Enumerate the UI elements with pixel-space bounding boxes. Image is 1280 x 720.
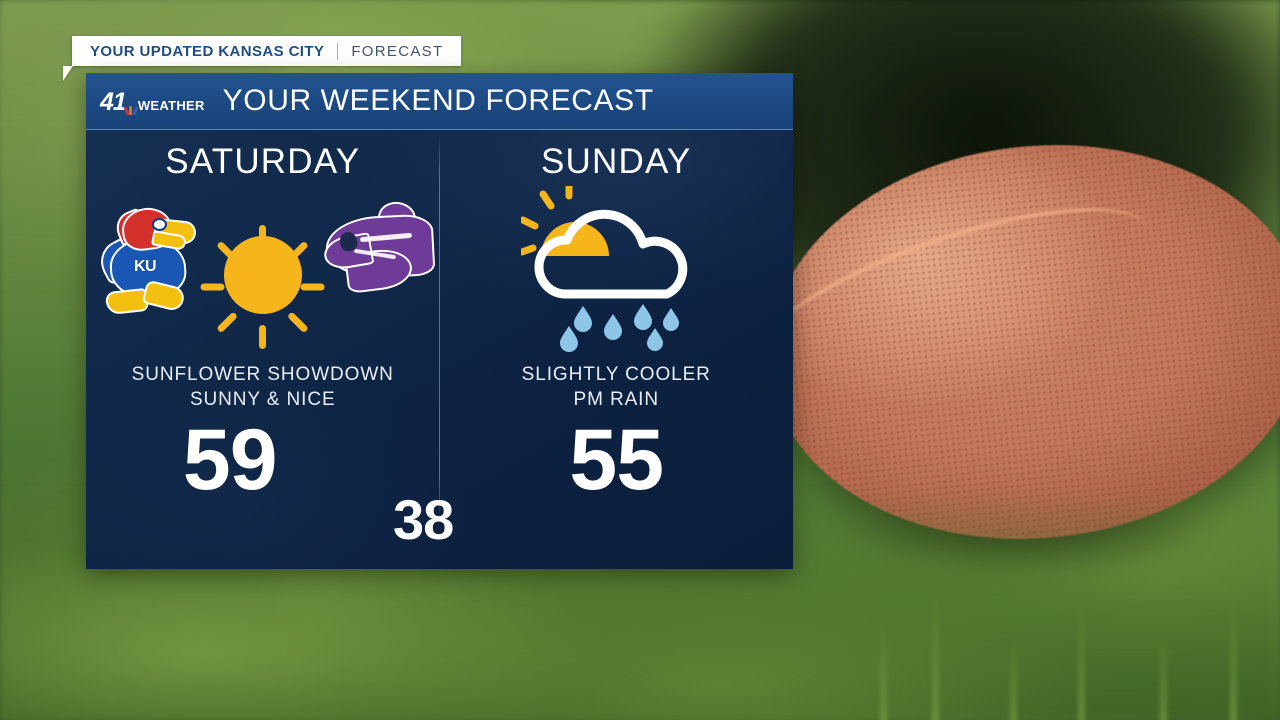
saturday-description-line1: SUNFLOWER SHOWDOWN: [131, 364, 394, 385]
day-name-saturday: SATURDAY: [165, 142, 361, 181]
day-name-sunday: SUNDAY: [541, 142, 692, 181]
grass-blade: [1230, 596, 1237, 720]
sun-cloud-rain-icon: [518, 179, 711, 356]
sun-rays: [518, 179, 573, 256]
forecast-day-sunday: SUNDAY: [440, 130, 794, 569]
ku-monogram: KU: [134, 258, 157, 275]
forecast-day-saturday: SATURDAY KU: [86, 130, 440, 569]
grass-blade: [1010, 634, 1017, 720]
banner-main-text: YOUR UPDATED KANSAS CITY: [90, 42, 325, 60]
sunday-description: SLIGHTLY COOLER PM RAIN: [522, 362, 711, 412]
logo-number: 41: [100, 87, 127, 116]
sunday-high-temp: 55: [569, 412, 664, 509]
ku-jayhawk-logo: KU: [93, 204, 198, 324]
saturday-low-temp: 38: [393, 488, 454, 551]
sun-cloud-rain-svg: [518, 179, 688, 352]
saturday-description-line2: SUNNY & NICE: [189, 389, 336, 411]
day-divider: [439, 136, 440, 522]
panel-body: SATURDAY KU: [86, 130, 793, 569]
grass-blade: [1078, 602, 1085, 720]
grass-blade: [1160, 626, 1167, 720]
cloud-outline: [534, 209, 688, 299]
station-logo: 41 WEATHER: [100, 87, 205, 116]
banner-sub-text: FORECAST: [351, 42, 444, 60]
grass-blade: [932, 588, 939, 720]
grass-blade: [880, 620, 887, 720]
forecast-panel: 41 WEATHER YOUR WEEKEND FORECAST SATURDA…: [86, 73, 793, 569]
banner-tail: [63, 66, 73, 81]
sunday-description-line1: SLIGHTLY COOLER: [521, 364, 711, 385]
sun-behind-cloud: [541, 222, 610, 256]
raindrops: [560, 304, 680, 352]
peacock-icon: [123, 103, 139, 116]
banner-separator: [337, 42, 339, 60]
sunday-description-line2: PM RAIN: [573, 389, 659, 411]
panel-header: 41 WEATHER YOUR WEEKEND FORECAST: [86, 73, 793, 130]
sunday-icon-row: [440, 179, 794, 360]
saturday-icon-row: KU: [86, 182, 440, 360]
saturday-description: SUNFLOWER SHOWDOWN SUNNY & NICE: [132, 362, 394, 412]
kstate-powercat-logo: [321, 199, 436, 298]
sun-icon: [197, 209, 329, 349]
logo-word: WEATHER: [137, 97, 205, 113]
top-banner: YOUR UPDATED KANSAS CITY FORECAST: [72, 36, 462, 66]
saturday-high-temp: 59: [182, 412, 278, 509]
panel-title: YOUR WEEKEND FORECAST: [222, 84, 654, 117]
